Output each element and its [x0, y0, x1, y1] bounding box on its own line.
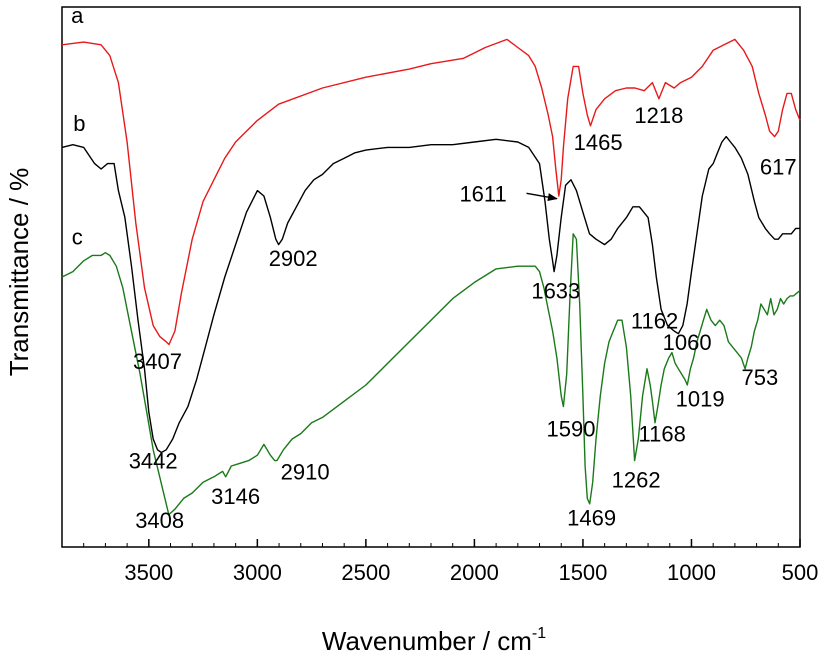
peak-label: 617	[760, 154, 797, 179]
peak-label: 1633	[531, 279, 580, 304]
peak-label: 1218	[634, 103, 683, 128]
peak-label: 2902	[269, 246, 318, 271]
x-axis-title: Wavenumber / cm-1	[322, 625, 546, 656]
peak-label: 1162	[631, 308, 678, 333]
peak-label: 1262	[612, 468, 661, 493]
peak-label: 3407	[133, 349, 182, 374]
peak-label: a	[71, 3, 84, 28]
peak-label: 1168	[639, 422, 686, 447]
peak-label: 3146	[211, 484, 260, 509]
x-tick-label: 500	[782, 560, 819, 585]
peak-label: 1611	[459, 181, 506, 206]
x-tick-label: 3500	[124, 560, 173, 585]
x-axis-tick-labels: 3500 3000 2500 2000 1500 1000 500	[124, 560, 818, 585]
annotation-arrow	[526, 192, 558, 202]
x-axis-ticks	[61, 539, 801, 547]
series-line-c	[61, 233, 801, 516]
peak-label: 1060	[663, 330, 712, 355]
x-tick-label: 1000	[667, 560, 716, 585]
peak-label: 3442	[129, 449, 178, 474]
peak-label: c	[72, 225, 83, 250]
peak-label: b	[73, 111, 85, 136]
series-group	[61, 38, 801, 516]
peak-label: 753	[741, 365, 778, 390]
peak-label: 1465	[574, 130, 623, 155]
x-tick-label: 1500	[558, 560, 607, 585]
peak-label: 3408	[135, 508, 184, 533]
series-line-b	[61, 135, 800, 454]
peak-label: 1590	[547, 416, 596, 441]
series-line-a	[61, 38, 801, 346]
y-axis-title: Transmittance / %	[4, 168, 34, 377]
x-axis-title-sup: -1	[532, 625, 546, 642]
peak-annotations: a b c 3407 3442 3408 2902 3146 2910 1611 1465 1218 6…	[71, 3, 797, 533]
x-tick-label: 3000	[233, 560, 282, 585]
peak-label: 1019	[676, 387, 725, 412]
x-tick-label: 2000	[450, 560, 499, 585]
peak-label: 2910	[281, 460, 330, 485]
x-axis-title-main: Wavenumber / cm	[322, 626, 532, 656]
x-tick-label: 2500	[341, 560, 390, 585]
peak-label: 1469	[567, 505, 616, 530]
